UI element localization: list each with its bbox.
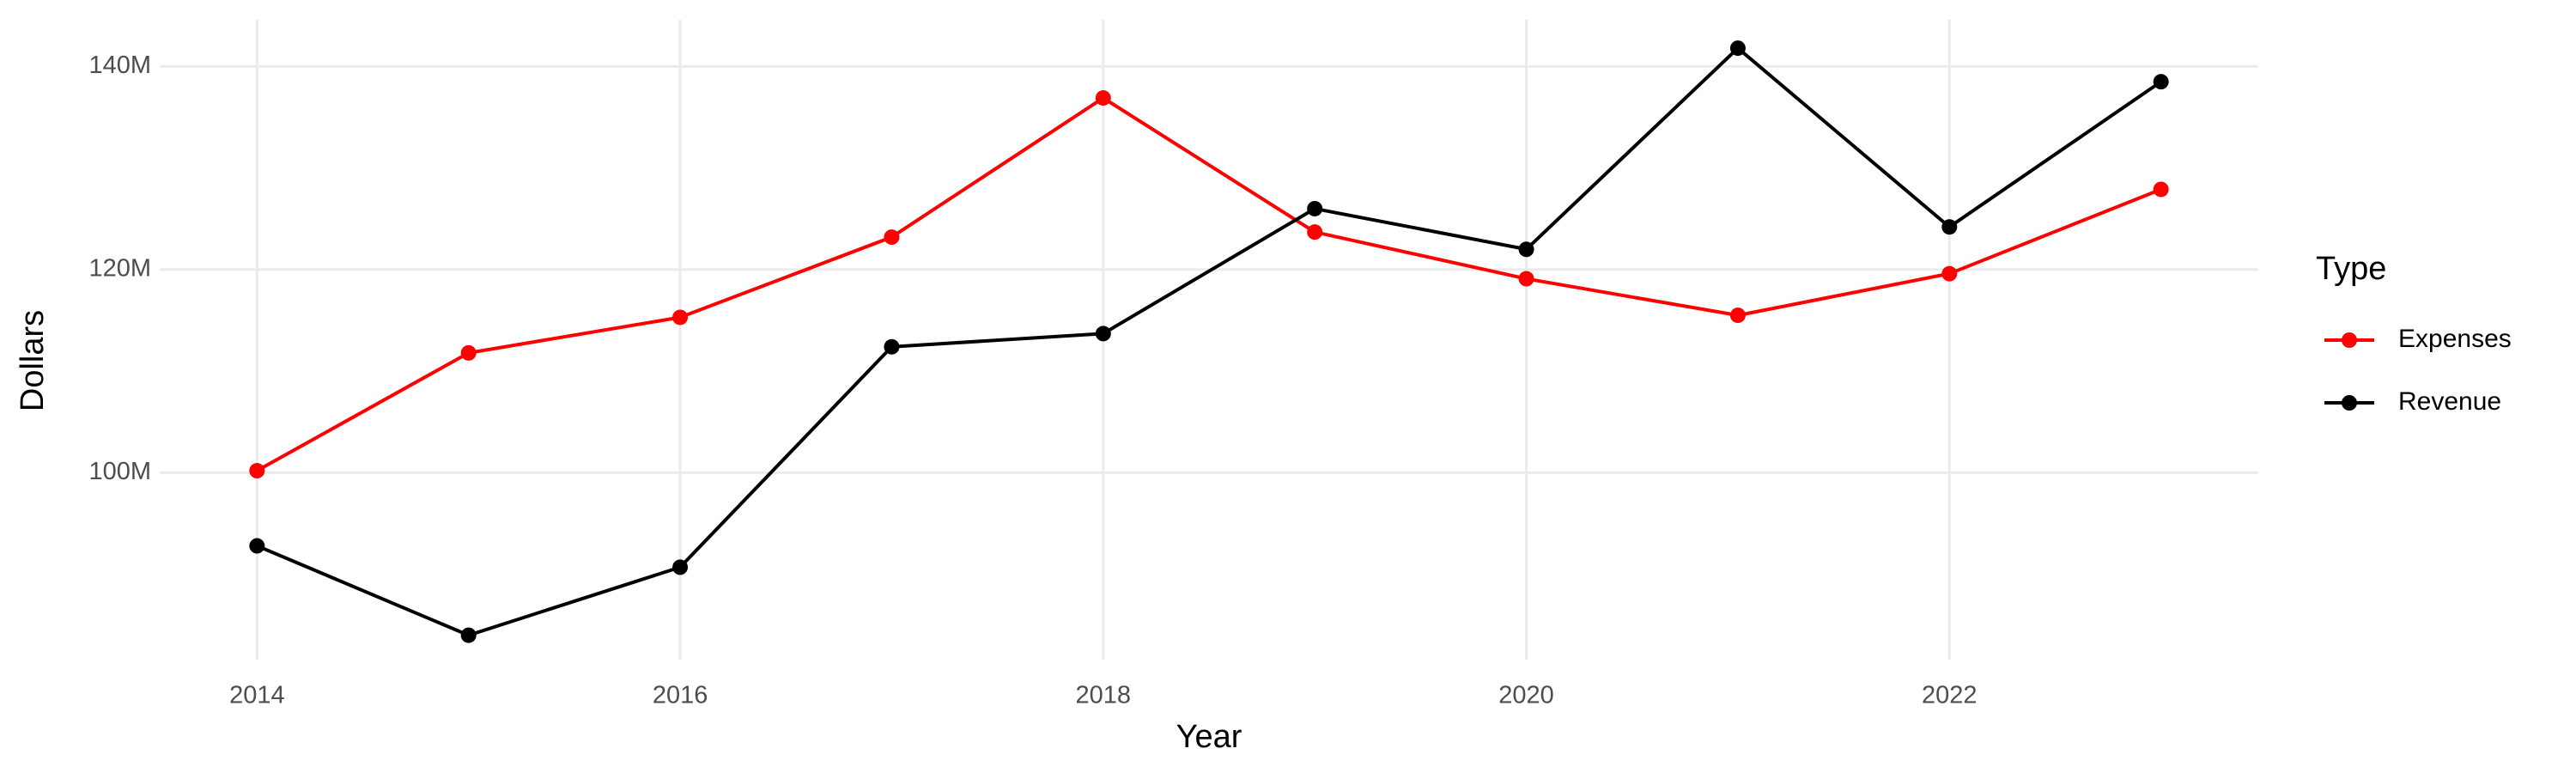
data-point [249, 463, 265, 479]
legend-title: Type [2316, 251, 2386, 287]
data-point [884, 338, 900, 355]
data-point [2153, 181, 2169, 198]
data-point [1095, 326, 1111, 342]
y-tick-label: 100M [88, 458, 151, 485]
data-point [1941, 265, 1958, 282]
series-line [256, 46, 2162, 637]
data-point [1307, 224, 1323, 240]
y-tick-label: 140M [88, 52, 151, 79]
data-point [884, 229, 900, 246]
data-point [672, 309, 689, 326]
x-axis-title: Year [1176, 719, 1242, 755]
legend-marker [2342, 332, 2357, 348]
data-point [1095, 90, 1111, 107]
data-point [1729, 307, 1746, 324]
data-point [1941, 219, 1958, 235]
x-tick-label: 2018 [1076, 682, 1132, 709]
legend-label: Revenue [2398, 387, 2501, 416]
data-point [249, 538, 265, 554]
data-point [1518, 271, 1534, 287]
data-point [460, 627, 477, 643]
data-point [2153, 74, 2169, 90]
y-axis-title: Dollars [15, 310, 51, 411]
x-tick-label: 2022 [1922, 682, 1978, 709]
data-point [672, 559, 689, 575]
x-tick-label: 2020 [1498, 682, 1554, 709]
data-point [460, 344, 477, 361]
series-line [256, 95, 2162, 472]
data-point [1307, 200, 1323, 216]
y-tick-label: 120M [88, 255, 151, 283]
legend-label: Expenses [2398, 325, 2512, 353]
legend-marker [2342, 395, 2357, 411]
data-point [1518, 241, 1534, 258]
data-point [1729, 40, 1746, 57]
x-tick-label: 2016 [653, 682, 708, 709]
x-tick-label: 2014 [229, 682, 285, 709]
